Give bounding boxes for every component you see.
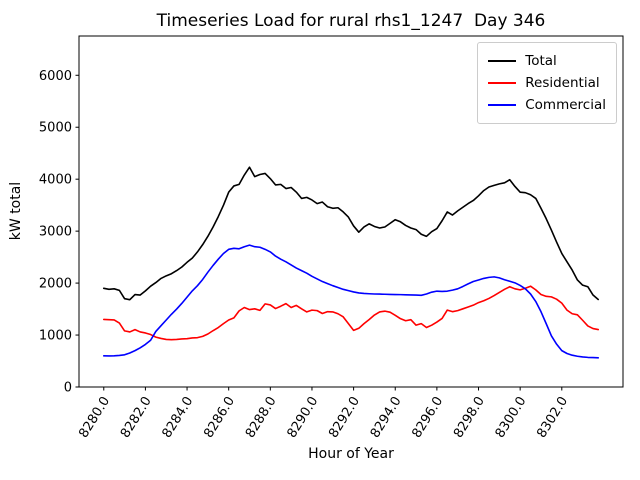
legend-item-total: Total xyxy=(488,50,606,72)
legend: Total Residential Commercial xyxy=(477,42,617,124)
legend-line-swatch-total xyxy=(488,60,517,62)
series-line-total xyxy=(102,166,600,301)
legend-label: Commercial xyxy=(525,97,606,113)
x-tick-label: 8296.0 xyxy=(409,394,446,441)
legend-line-swatch-commercial xyxy=(488,104,517,106)
legend-item-residential: Residential xyxy=(488,72,606,94)
x-axis-label: Hour of Year xyxy=(308,446,394,462)
legend-label: Total xyxy=(525,53,557,69)
legend-item-commercial: Commercial xyxy=(488,94,606,116)
x-tick-label: 8292.0 xyxy=(326,394,363,441)
y-tick-label: 1000 xyxy=(39,329,72,344)
series-line-residential xyxy=(102,285,600,341)
x-tick-label: 8286.0 xyxy=(201,394,238,441)
x-tick-label: 8284.0 xyxy=(160,394,197,441)
axes-frame xyxy=(78,35,624,388)
series-line-commercial xyxy=(102,244,600,359)
x-tick-label: 8294.0 xyxy=(368,394,405,441)
x-tick-label: 8288.0 xyxy=(243,394,280,441)
y-tick-label: 3000 xyxy=(39,225,72,240)
y-tick-label: 2000 xyxy=(39,277,72,292)
y-axis-ticks: 0 1000 2000 3000 4000 5000 6000 xyxy=(39,69,79,396)
x-axis-ticks: 8280.0 8282.0 8284.0 8286.0 8288.0 8290.0 8292… xyxy=(76,387,571,441)
x-tick-label: 8298.0 xyxy=(451,394,488,441)
x-tick-label: 8302.0 xyxy=(534,394,571,441)
y-tick-label: 5000 xyxy=(39,121,72,136)
chart-title: Timeseries Load for rural rhs1_1247 Day … xyxy=(156,11,546,31)
legend-line-swatch-residential xyxy=(488,82,517,84)
x-tick-label: 8300.0 xyxy=(493,394,530,441)
legend-label: Residential xyxy=(525,75,600,91)
x-tick-label: 8280.0 xyxy=(76,394,113,441)
x-tick-label: 8290.0 xyxy=(285,394,322,441)
x-tick-label: 8282.0 xyxy=(118,394,155,441)
y-axis-label: kW total xyxy=(8,181,24,241)
y-tick-label: 0 xyxy=(64,381,72,396)
y-tick-label: 4000 xyxy=(39,173,72,188)
y-tick-label: 6000 xyxy=(39,69,72,84)
